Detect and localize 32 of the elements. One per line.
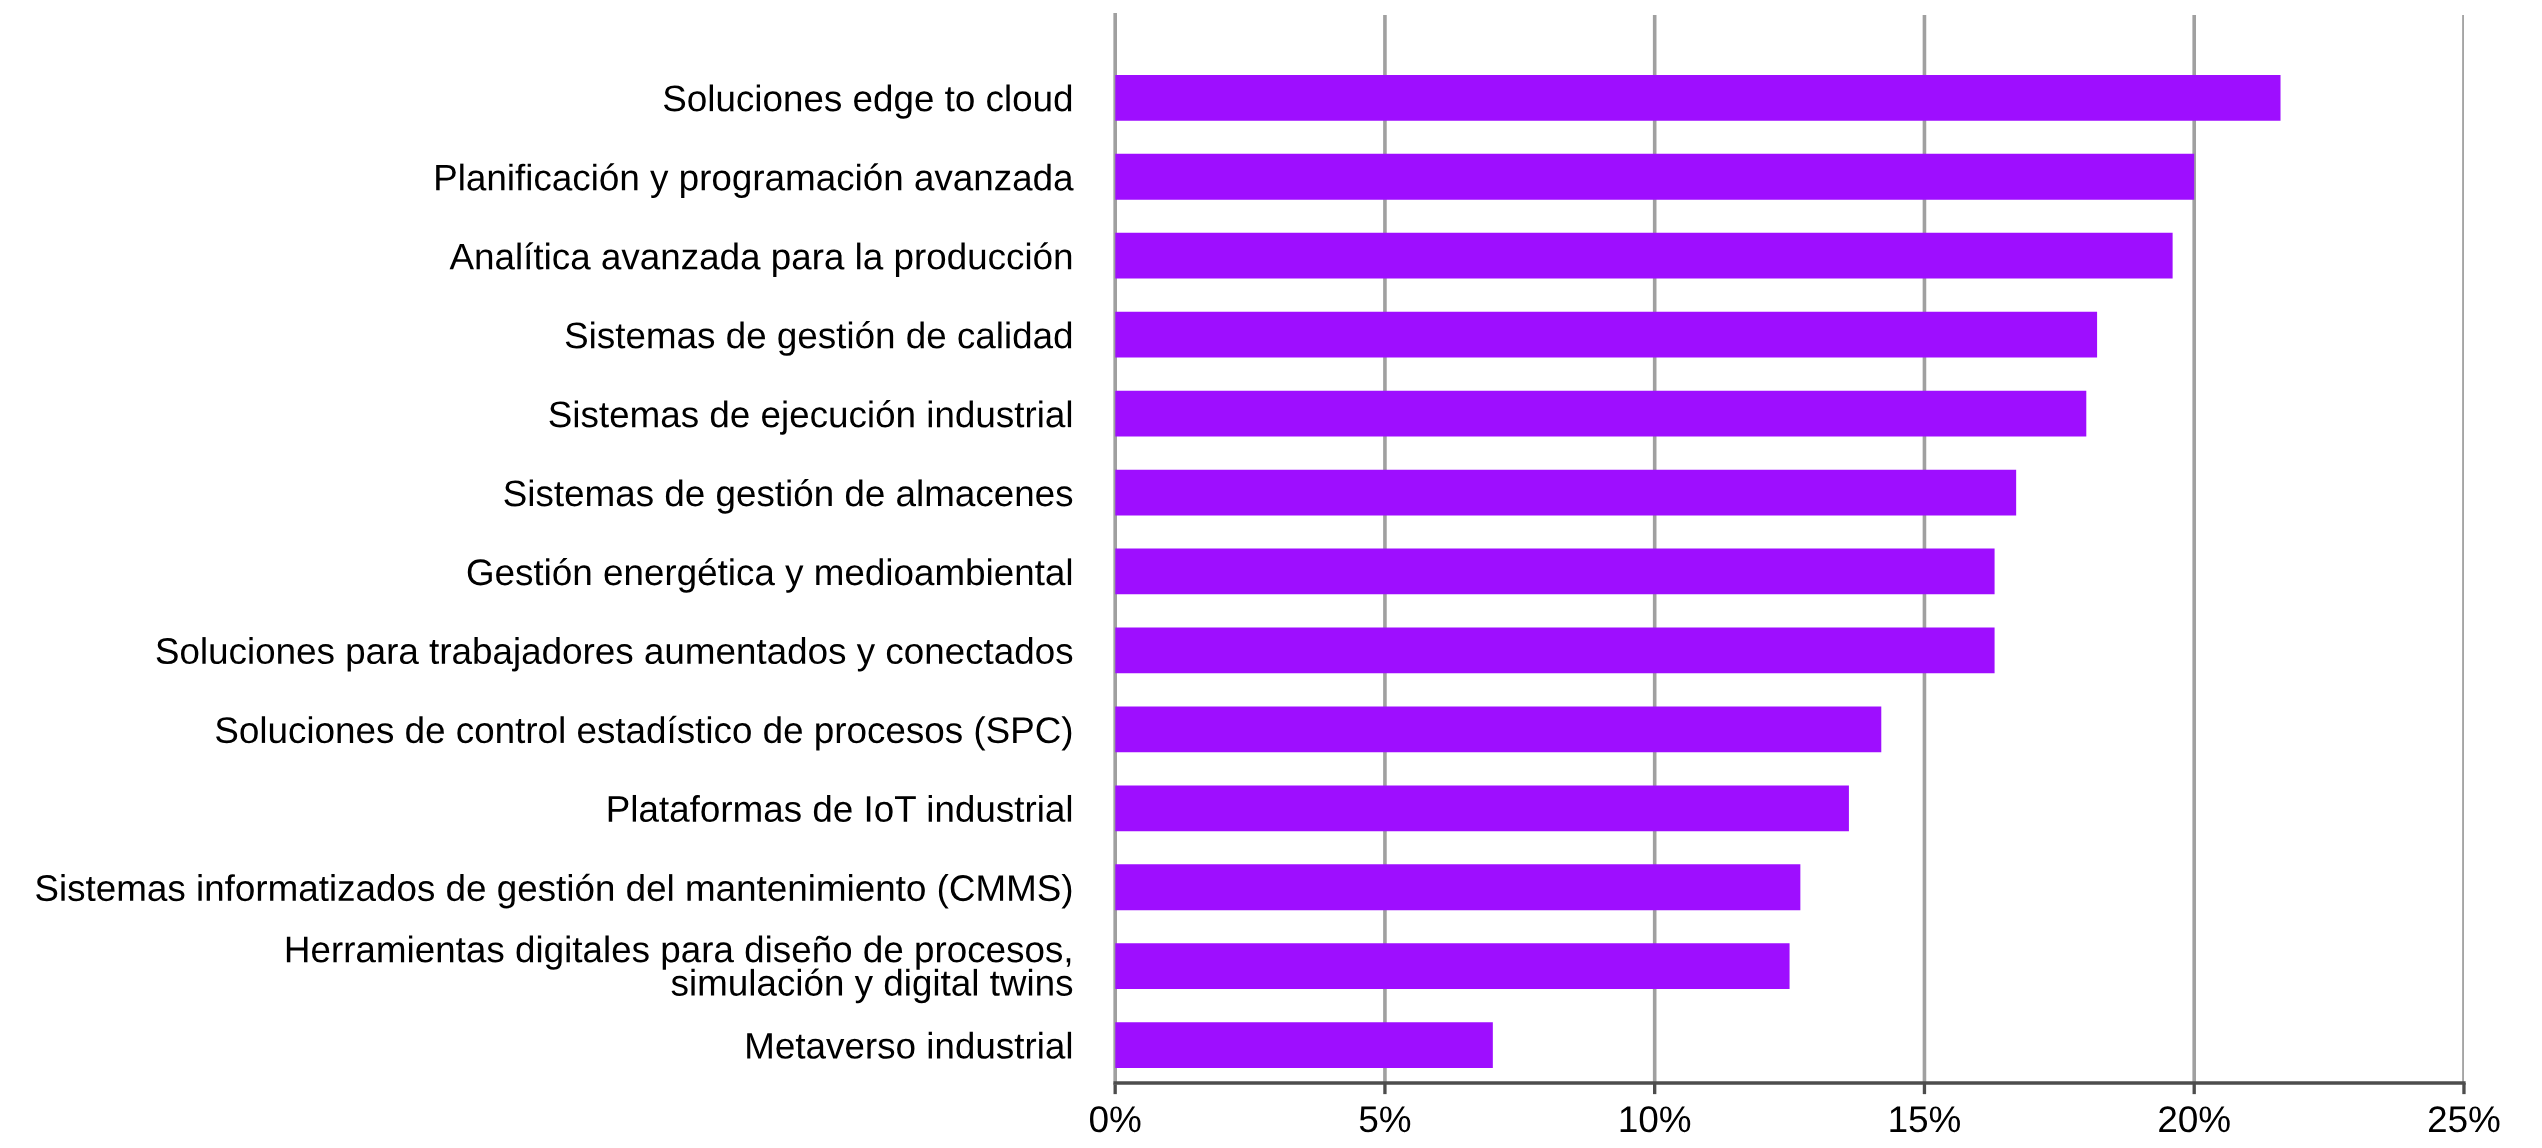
- y-tick-label: Herramientas digitales para diseño de procesos, simulación y digital twins: [286, 935, 1073, 1004]
- y-tick-label: Sistemas de ejecución industrial: [549, 400, 1072, 435]
- bar: [1115, 785, 1849, 832]
- y-tick-label: Gestión energética y medioambiental: [467, 557, 1072, 593]
- bar: [1115, 311, 2098, 358]
- bar: [1115, 548, 1995, 595]
- y-tick-label: Sistemas de gestión de calidad: [565, 321, 1072, 356]
- y-tick-label: Analítica avanzada para la producción: [449, 242, 1072, 277]
- bar: [1115, 469, 2017, 516]
- x-tick-label: 10%: [1620, 1106, 1691, 1133]
- bar: [1115, 232, 2173, 279]
- y-tick-label: Plataformas de IoT industrial: [608, 794, 1072, 822]
- y-tick-label: Soluciones edge to cloud: [663, 84, 1072, 119]
- bar: [1115, 1022, 1493, 1069]
- bar: [1115, 153, 2195, 200]
- x-tick-label: 5%: [1359, 1106, 1411, 1133]
- bar: [1115, 943, 1790, 990]
- y-tick-label: Planificación y programación avanzada: [436, 163, 1074, 198]
- y-tick-label: Sistemas informatizados de gestión del mantenimiento (CMMS): [36, 873, 1072, 909]
- x-tick-label: 0%: [1090, 1106, 1141, 1133]
- bar: [1115, 627, 1995, 674]
- x-tick-label: 15%: [1890, 1106, 1960, 1133]
- y-tick-label: Soluciones para trabajadores aumentados y conectados: [156, 637, 1073, 672]
- y-tick-label: Metaverso industrial: [747, 1031, 1072, 1059]
- y-tick-label: Sistemas de gestión de almacenes: [504, 478, 1073, 514]
- x-tick-label: 20%: [2159, 1106, 2230, 1133]
- bar: [1115, 74, 2281, 121]
- bar: [1115, 390, 2087, 437]
- y-tick-label: Soluciones de control estadístico de procesos (SPC): [216, 715, 1072, 751]
- bar: [1115, 864, 1801, 911]
- x-tick-label: 25%: [2428, 1106, 2500, 1133]
- bar: [1115, 706, 1882, 753]
